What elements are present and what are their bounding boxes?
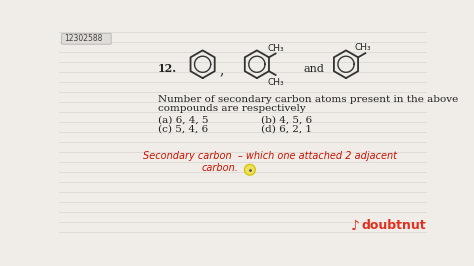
Text: carbon.: carbon. bbox=[201, 163, 238, 173]
Text: ,: , bbox=[219, 63, 224, 77]
Text: (a) 6, 4, 5: (a) 6, 4, 5 bbox=[158, 115, 208, 124]
Circle shape bbox=[245, 164, 255, 175]
Text: CH₃: CH₃ bbox=[268, 78, 284, 87]
Text: 12.: 12. bbox=[158, 63, 177, 74]
Text: doubtnut: doubtnut bbox=[362, 219, 426, 232]
Text: compounds are respectively: compounds are respectively bbox=[158, 103, 305, 113]
Text: and: and bbox=[303, 64, 324, 74]
Text: CH₃: CH₃ bbox=[268, 44, 284, 53]
Text: (c) 5, 4, 6: (c) 5, 4, 6 bbox=[158, 124, 208, 133]
Text: CH₃: CH₃ bbox=[355, 43, 371, 52]
Text: 12302588: 12302588 bbox=[64, 34, 103, 43]
Text: ♪: ♪ bbox=[351, 219, 359, 233]
Text: (b) 4, 5, 6: (b) 4, 5, 6 bbox=[261, 115, 312, 124]
Text: Secondary carbon  – which one attached 2 adjacent: Secondary carbon – which one attached 2 … bbox=[143, 151, 397, 161]
Text: (d) 6, 2, 1: (d) 6, 2, 1 bbox=[261, 124, 312, 133]
Text: Number of secondary carbon atoms present in the above: Number of secondary carbon atoms present… bbox=[158, 95, 458, 104]
FancyBboxPatch shape bbox=[62, 34, 111, 44]
